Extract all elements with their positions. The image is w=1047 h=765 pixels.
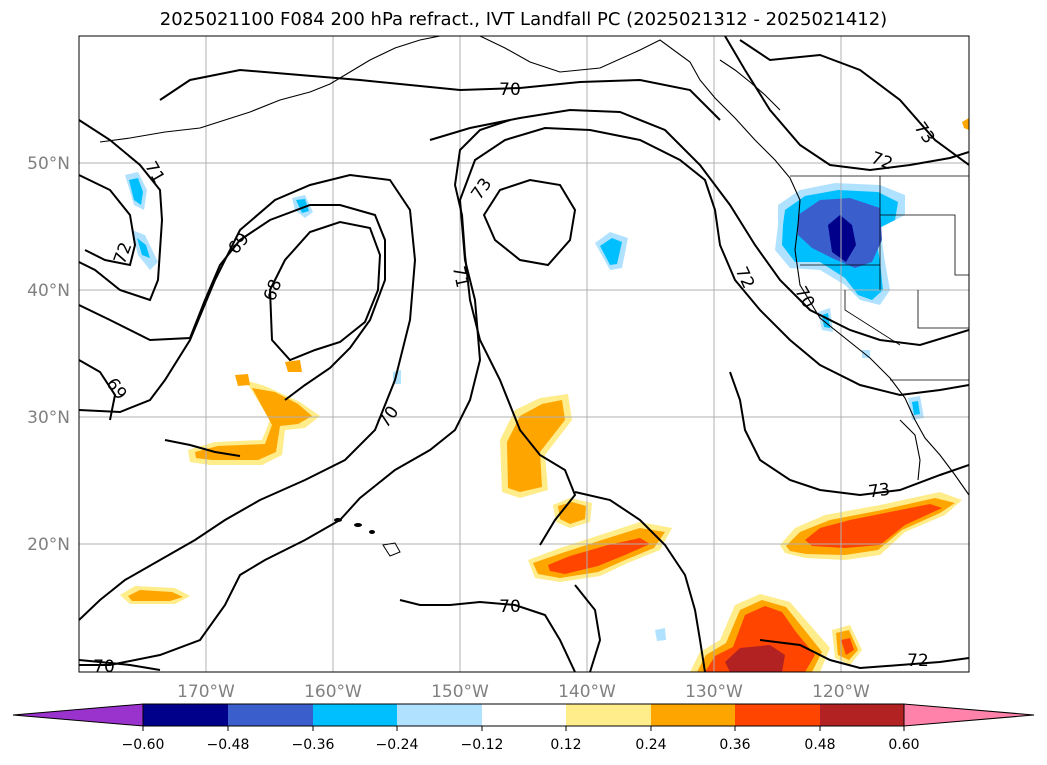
map-title: 2025021100 F084 200 hPa refract., IVT La… bbox=[159, 9, 888, 30]
contour-70-south bbox=[574, 491, 706, 672]
lon-label-140w: 140°W bbox=[558, 682, 616, 702]
colorbar-tick-label: −0.36 bbox=[292, 737, 335, 753]
negative-anomaly-shading bbox=[125, 172, 924, 641]
colorbar-tick-label: 0.48 bbox=[804, 737, 835, 753]
colorbar-tick-label: 0.60 bbox=[888, 737, 919, 753]
lat-label-50n: 50°N bbox=[27, 154, 70, 174]
colorbar-tick-label: 0.12 bbox=[550, 737, 581, 753]
positive-anomaly-shading bbox=[120, 118, 969, 672]
contour-71-west bbox=[79, 119, 164, 302]
lat-label-20n: 20°N bbox=[27, 535, 70, 555]
alaska-panhandle bbox=[719, 59, 781, 111]
refractivity-contours bbox=[79, 36, 969, 672]
contour-70-sw bbox=[164, 439, 241, 457]
lon-label-120w: 120°W bbox=[812, 682, 870, 702]
contour-70-trough bbox=[453, 119, 577, 546]
contour-label-70-sse: 70 bbox=[499, 597, 521, 617]
contour-label-72-south: 72 bbox=[907, 651, 929, 671]
colorbar-swatch-8 bbox=[735, 704, 820, 726]
latitude-labels: 20°N 30°N 40°N 50°N bbox=[27, 154, 70, 555]
colorbar-tick-label: −0.48 bbox=[207, 737, 250, 753]
contour-72-north bbox=[724, 36, 969, 172]
colorbar-tick-label: −0.60 bbox=[122, 737, 165, 753]
map-frame bbox=[78, 35, 970, 673]
colorbar-swatch-2 bbox=[228, 704, 313, 726]
contour-70-north bbox=[159, 68, 721, 121]
contour-69-west-b bbox=[79, 359, 117, 421]
contour-73-east bbox=[729, 371, 969, 497]
contour-70-sw-b bbox=[79, 659, 161, 671]
contour-label-73-east: 73 bbox=[867, 480, 891, 503]
colorbar: −0.60 −0.48 −0.36 −0.24 −0.12 0.12 0.24 … bbox=[12, 703, 1035, 753]
longitude-labels: 170°W 160°W 150°W 140°W 130°W 120°W bbox=[177, 682, 870, 702]
contour-label-70-north: 70 bbox=[499, 80, 521, 100]
contour-70-west bbox=[79, 173, 417, 621]
lon-label-150w: 150°W bbox=[431, 682, 489, 702]
aleutian-coast bbox=[99, 36, 441, 143]
colorbar-tick-label: 0.24 bbox=[635, 737, 666, 753]
contour-70-sse bbox=[399, 599, 576, 672]
contour-label-70-sw: 70 bbox=[93, 657, 115, 677]
lon-label-130w: 130°W bbox=[685, 682, 743, 702]
contour-73-north bbox=[739, 39, 969, 166]
state-border-5 bbox=[917, 290, 969, 329]
contour-69-loop bbox=[79, 204, 386, 401]
colorbar-tick-label: 0.36 bbox=[719, 737, 750, 753]
lat-label-40n: 40°N bbox=[27, 281, 70, 301]
lat-label-30n: 30°N bbox=[27, 408, 70, 428]
colorbar-frame bbox=[142, 703, 905, 727]
state-border-3 bbox=[800, 264, 881, 290]
state-border-4 bbox=[844, 290, 901, 346]
contour-73-loop bbox=[482, 178, 577, 267]
colorbar-swatch-7 bbox=[651, 704, 735, 726]
colorbar-ticks bbox=[142, 726, 905, 731]
colorbar-swatch-3 bbox=[313, 704, 397, 726]
map-background bbox=[79, 36, 969, 672]
colorbar-tick-label: −0.24 bbox=[376, 737, 419, 753]
contour-71-central bbox=[79, 126, 969, 666]
colorbar-swatch-6 bbox=[566, 704, 651, 726]
contour-72-south bbox=[759, 639, 969, 670]
colorbar-extend-max bbox=[903, 703, 1035, 727]
contour-label-71-central: 71 bbox=[448, 264, 472, 289]
colorbar-swatch-9 bbox=[820, 704, 904, 726]
coastlines bbox=[99, 36, 969, 496]
colorbar-swatch-1 bbox=[143, 704, 228, 726]
graticule bbox=[79, 36, 969, 672]
lon-label-160w: 160°W bbox=[304, 682, 362, 702]
state-border-2 bbox=[880, 214, 969, 276]
baja-gulf bbox=[899, 419, 921, 481]
contour-72-west bbox=[79, 174, 137, 267]
colorbar-tick-label: −0.12 bbox=[461, 737, 504, 753]
colorbar-extend-min bbox=[12, 703, 144, 727]
borders bbox=[790, 175, 969, 381]
colorbar-swatch-4 bbox=[397, 704, 482, 726]
contour-72-east bbox=[429, 108, 969, 347]
colorbar-swatch-5 bbox=[482, 704, 566, 726]
contour-71-south bbox=[574, 584, 602, 672]
contour-68-loop bbox=[268, 220, 382, 362]
lon-label-170w: 170°W bbox=[177, 682, 235, 702]
north-america-coast bbox=[479, 36, 969, 496]
